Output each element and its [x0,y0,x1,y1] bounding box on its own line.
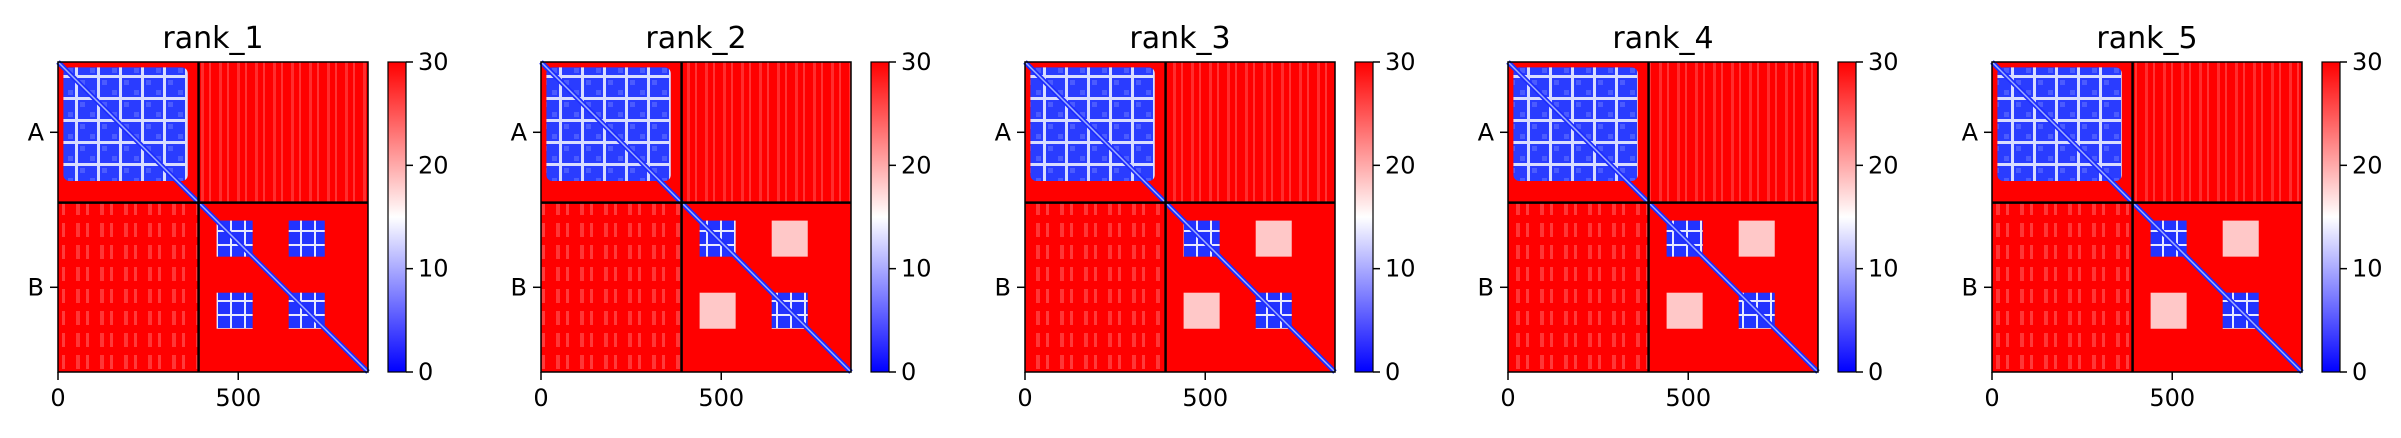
y-tick-label: B [28,273,44,301]
y-tick-label: B [1478,273,1494,301]
pae-panel-1: rank_1 A B 0 500 0 10 20 30 [28,21,449,412]
colorbar-tick-label: 30 [418,48,449,76]
y-tick-label: A [511,118,528,146]
colorbar-tick-label: 30 [1868,48,1899,76]
x-tick-label: 500 [1182,384,1228,412]
panel-title: rank_4 [1612,21,1713,56]
axes-frame [57,61,369,373]
colorbar-tick-label: 30 [901,48,932,76]
interchain-block-ab [1165,62,1335,203]
diagonal-highlight [57,61,369,373]
interchain-block-ba [541,202,682,372]
colorbar-tick-label: 20 [1385,151,1416,179]
colorbar-tick-label: 20 [1868,151,1899,179]
y-tick-label: B [1962,273,1978,301]
diagonal-highlight [1507,61,1819,373]
colorbar-tick-label: 0 [1868,358,1883,386]
chain-b-domain-block [699,292,736,329]
interchain-block-ba [1992,202,2133,372]
interchain-block-ba [1508,202,1649,372]
colorbar-tick-label: 0 [1385,358,1400,386]
panel-title: rank_3 [1129,21,1230,56]
colorbar [1837,61,1857,373]
colorbar-tick-label: 10 [1385,255,1416,283]
axes-frame [1507,61,1819,373]
chain-b-domain-block [216,292,253,329]
chain-b-domain-block [288,220,325,257]
x-tick-label: 500 [215,384,261,412]
x-tick-label: 500 [2149,384,2195,412]
colorbar-tick-label: 30 [2352,48,2383,76]
colorbar-tick-label: 0 [901,358,916,386]
colorbar-tick-label: 10 [1868,255,1899,283]
x-tick-label: 500 [698,384,744,412]
x-tick-label: 0 [1017,384,1032,412]
chain-b-domain-block [771,220,808,257]
colorbar [2321,61,2341,373]
diagonal-highlight [1991,61,2303,373]
x-tick-label: 0 [50,384,65,412]
axes-frame [1991,61,2303,373]
pae-panel-3: rank_3 A B 0 500 0 10 20 30 [995,21,1416,412]
x-tick-label: 0 [1500,384,1515,412]
y-tick-label: A [995,118,1012,146]
pae-panel-5: rank_5 A B 0 500 0 10 20 30 [1962,21,2383,412]
colorbar-tick-label: 10 [901,255,932,283]
chain-b-domain-block [2222,220,2259,257]
interchain-block-ab [2132,62,2302,203]
chain-b-domain-block [1255,220,1292,257]
colorbar-tick-label: 20 [2352,151,2383,179]
x-tick-label: 500 [1665,384,1711,412]
y-tick-label: B [995,273,1011,301]
interchain-block-ba [1025,202,1166,372]
panel-title: rank_2 [645,21,746,56]
interchain-block-ab [1648,62,1818,203]
colorbar-tick-label: 10 [2352,255,2383,283]
pae-panel-4: rank_4 A B 0 500 0 10 20 30 [1478,21,1899,412]
colorbar-tick-label: 20 [901,151,932,179]
colorbar-tick-label: 30 [1385,48,1416,76]
y-tick-label: A [1478,118,1495,146]
colorbar-tick-label: 20 [418,151,449,179]
interchain-block-ab [198,62,368,203]
interchain-block-ab [681,62,851,203]
chain-b-domain-block [1666,292,1703,329]
colorbar [387,61,407,373]
y-tick-label: A [1962,118,1979,146]
axes-frame [1024,61,1336,373]
colorbar [870,61,890,373]
x-tick-label: 0 [1984,384,1999,412]
colorbar-tick-label: 0 [418,358,433,386]
chain-b-domain-block [1738,220,1775,257]
colorbar-tick-label: 10 [418,255,449,283]
colorbar [1354,61,1374,373]
chain-b-domain-block [1183,292,1220,329]
colorbar-tick-label: 0 [2352,358,2367,386]
panel-title: rank_5 [2096,21,2197,56]
diagonal-highlight [1024,61,1336,373]
axes-frame [540,61,852,373]
chain-b-domain-block [2150,292,2187,329]
diagonal-highlight [540,61,852,373]
x-tick-label: 0 [533,384,548,412]
panel-title: rank_1 [162,21,263,56]
y-tick-label: A [28,118,45,146]
interchain-block-ba [58,202,199,372]
y-tick-label: B [511,273,527,301]
pae-panel-2: rank_2 A B 0 500 0 10 20 30 [511,21,932,412]
